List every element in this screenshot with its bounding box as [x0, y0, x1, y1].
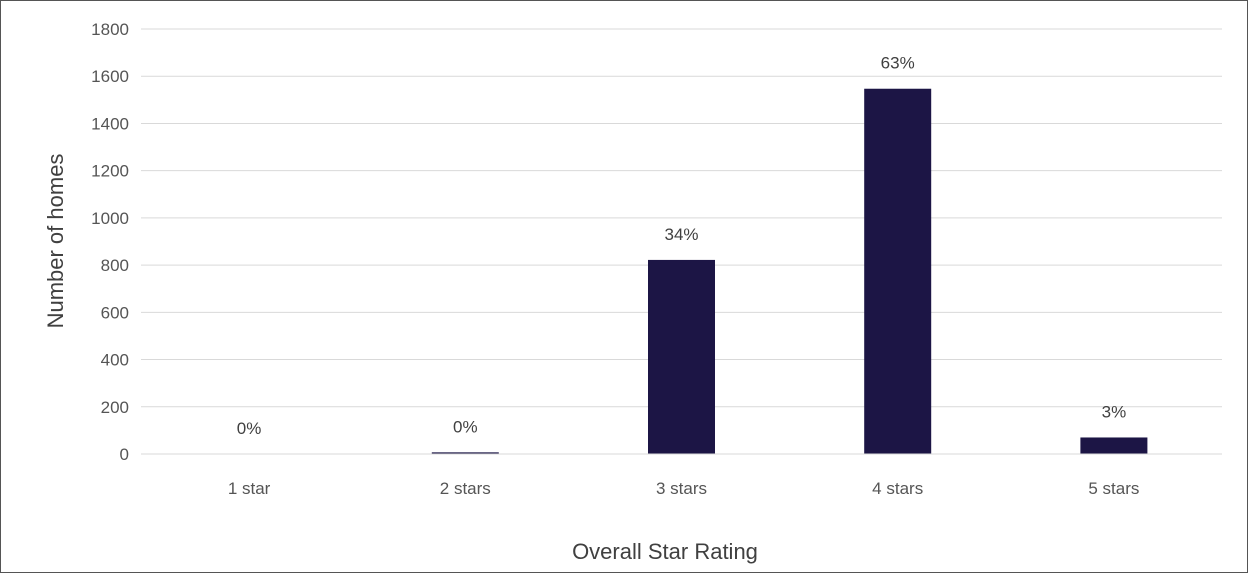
y-tick-label: 1000 [91, 209, 129, 228]
bar [1080, 437, 1148, 454]
data-labels: 0% 0% 34% 63% 3% [237, 54, 1126, 438]
bars [431, 88, 1148, 454]
y-axis-ticks: 0 200 400 600 800 1000 1200 1400 1600 1800 [91, 20, 129, 464]
x-axis-title: Overall Star Rating [572, 539, 758, 564]
y-tick-label: 1400 [91, 114, 129, 133]
x-tick-label: 5 stars [1088, 479, 1139, 498]
bar [648, 259, 715, 454]
y-tick-label: 200 [101, 398, 129, 417]
data-label: 0% [453, 417, 478, 436]
y-tick-label: 400 [101, 351, 129, 370]
y-tick-label: 800 [101, 256, 129, 275]
data-label: 0% [237, 419, 262, 438]
y-axis-title: Number of homes [43, 154, 68, 329]
y-tick-label: 1200 [91, 162, 129, 181]
x-tick-label: 1 star [228, 479, 271, 498]
y-tick-label: 600 [101, 303, 129, 322]
y-tick-label: 1800 [91, 20, 129, 39]
x-axis-ticks: 1 star 2 stars 3 stars 4 stars 5 stars [228, 479, 1140, 498]
x-tick-label: 2 stars [440, 479, 491, 498]
data-label: 63% [881, 54, 915, 73]
y-tick-label: 0 [120, 445, 129, 464]
bar [431, 452, 499, 454]
data-label: 3% [1102, 402, 1127, 421]
x-tick-label: 3 stars [656, 479, 707, 498]
y-tick-label: 1600 [91, 67, 129, 86]
gridlines [141, 28, 1222, 408]
data-label: 34% [664, 225, 698, 244]
x-tick-label: 4 stars [872, 479, 923, 498]
bar [864, 88, 932, 454]
